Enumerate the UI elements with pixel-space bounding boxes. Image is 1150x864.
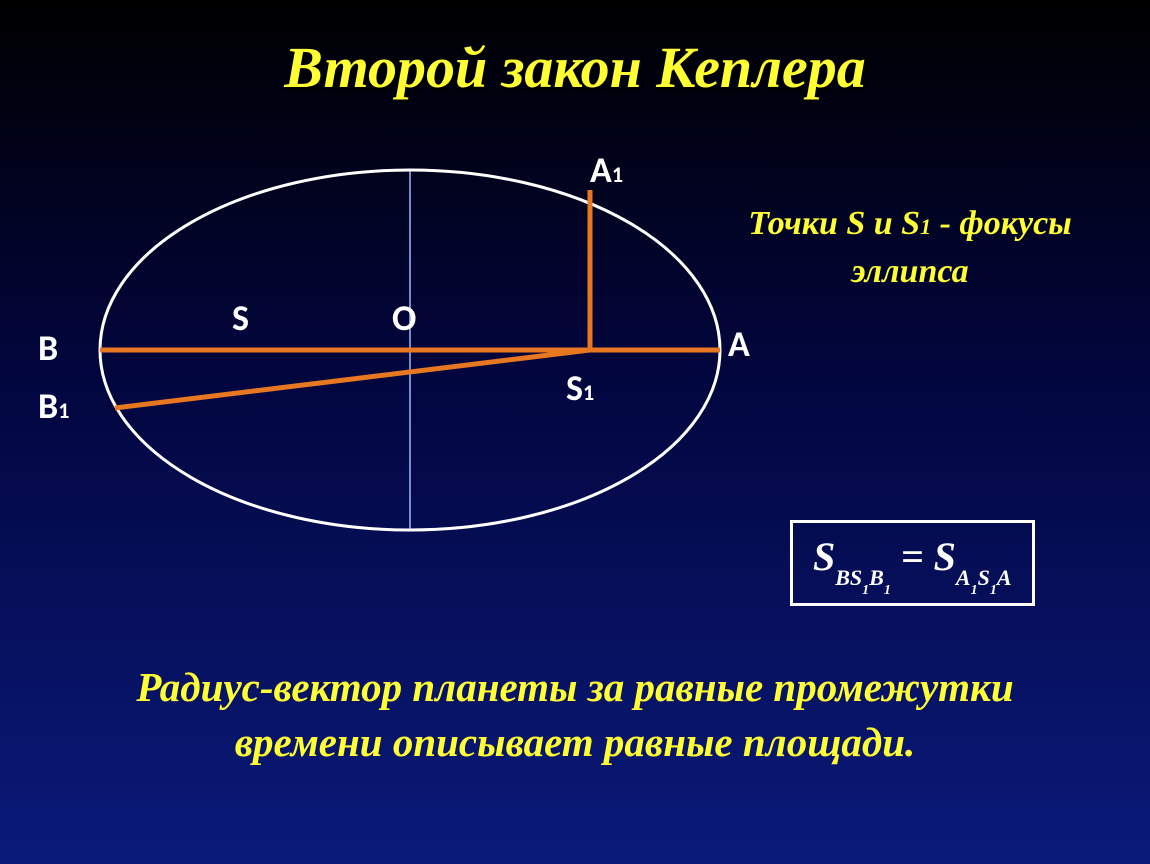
foci-annotation: Точки S и S1 - фокусы эллипса — [700, 200, 1120, 295]
label-s1: S1 — [566, 366, 594, 410]
label-b: B — [38, 326, 58, 370]
kepler-law-statement: Радиус-вектор планеты за равные промежут… — [80, 660, 1070, 771]
diagram-svg — [40, 140, 740, 560]
label-o: O — [392, 296, 416, 340]
label-s: S — [232, 296, 249, 340]
area-formula: SBS1B1 = SA1S1A — [790, 520, 1035, 606]
label-a: A — [728, 322, 750, 366]
label-b1: B1 — [38, 384, 69, 428]
radius-b1 — [115, 350, 590, 408]
kepler-diagram — [40, 140, 740, 560]
slide-title: Второй закон Кеплера — [0, 34, 1150, 101]
label-a1: A1 — [590, 148, 623, 192]
